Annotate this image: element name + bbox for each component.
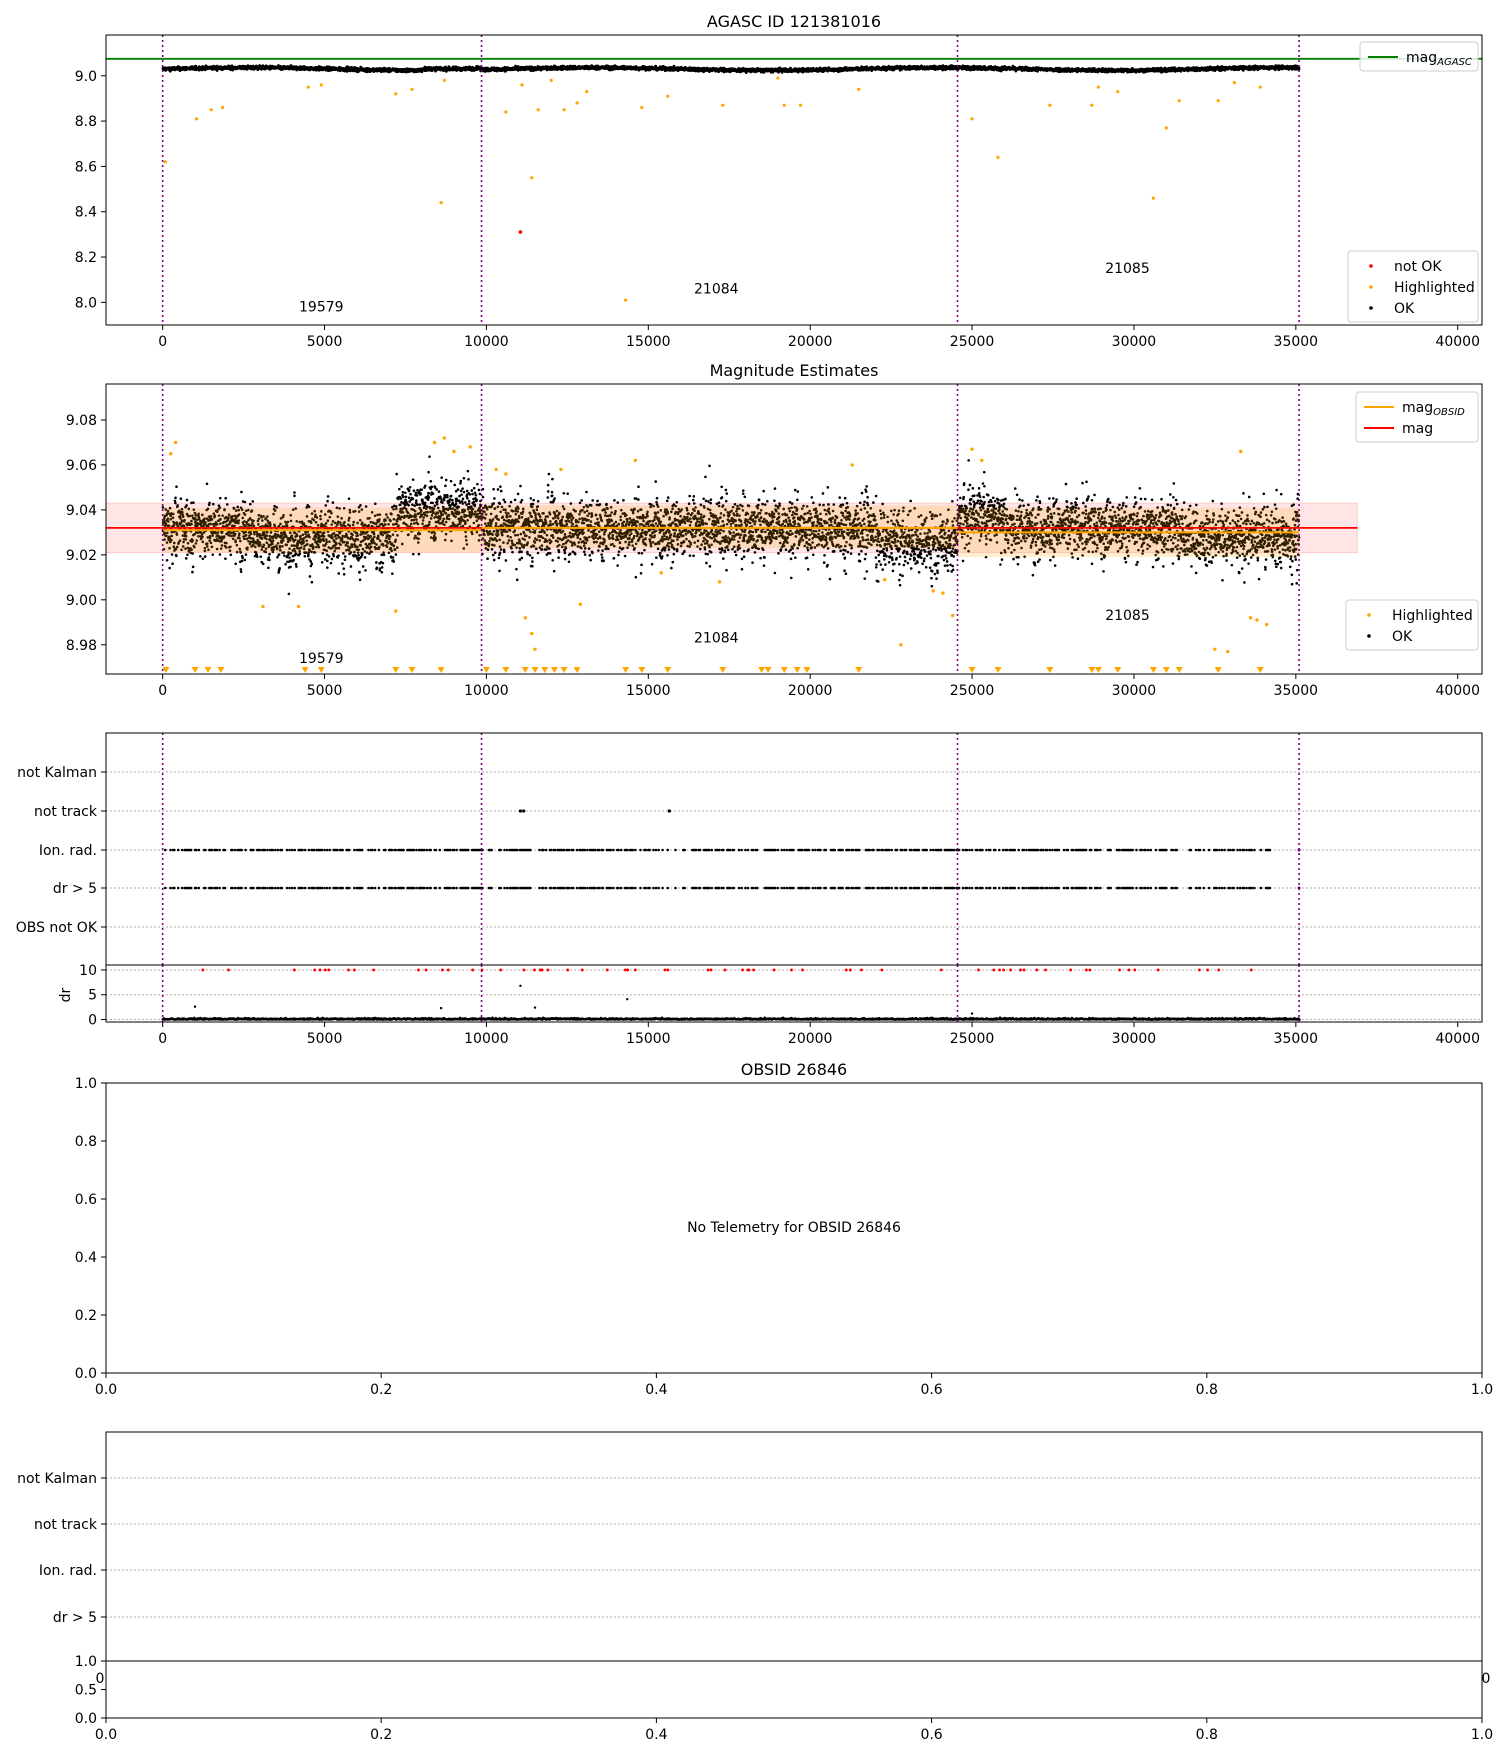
ok-point: [175, 554, 178, 558]
y-tick-label: 8.8: [75, 114, 97, 130]
ok-point: [173, 499, 177, 503]
legend-point-swatch: [1369, 285, 1373, 289]
legend-subscript: AGASC: [1436, 57, 1472, 68]
legend-entry: Highlighted: [1394, 280, 1475, 296]
axes-frame: [105, 34, 1483, 326]
highlighted-point: [1090, 103, 1094, 107]
highlighted-point: [410, 87, 414, 91]
highlighted-point: [319, 83, 323, 87]
panel-title: Magnitude Estimates: [710, 361, 879, 380]
x-tick-label: 5000: [307, 334, 343, 350]
y-tick-label: 8.2: [75, 250, 97, 266]
x-tick-label: 0: [158, 334, 167, 350]
legend-point-swatch: [1369, 306, 1373, 310]
legend-entry: OK: [1394, 301, 1415, 317]
highlighted-point: [520, 83, 524, 87]
ok-point: [170, 553, 174, 556]
highlighted-point: [209, 108, 213, 112]
plot-area: [106, 35, 1482, 325]
ok-point: [174, 496, 177, 500]
ok-point: [174, 501, 177, 505]
x-tick-label: 40000: [1435, 334, 1480, 350]
x-tick-label: 15000: [626, 334, 671, 350]
highlighted-point: [1177, 99, 1181, 103]
x-tick-label: 10000: [464, 334, 509, 350]
legend-point-swatch: [1369, 264, 1373, 268]
highlighted-point: [798, 103, 803, 107]
obsid-label: 21084: [694, 281, 739, 297]
highlighted-point: [442, 78, 446, 82]
y-tick-label: 9.0: [75, 69, 97, 85]
highlighted-point: [1048, 103, 1052, 107]
highlighted-point: [1232, 80, 1236, 85]
highlighted-point: [439, 201, 443, 205]
highlighted-point: [504, 110, 508, 114]
ok-point: [179, 497, 183, 501]
highlighted-point: [549, 78, 553, 82]
highlighted-point: [1151, 196, 1155, 200]
highlighted-point: [394, 92, 398, 96]
highlighted-point: [562, 108, 566, 112]
legend-entry: not OK: [1394, 259, 1442, 275]
highlighted-point: [721, 103, 725, 107]
x-tick-label: 25000: [950, 334, 995, 350]
legend-label: Highlighted: [1394, 280, 1475, 296]
obsid-label: 19579: [299, 299, 344, 315]
highlighted-point: [640, 105, 644, 110]
x-tick-label: 35000: [1274, 334, 1319, 350]
highlighted-point: [970, 117, 974, 121]
highlighted-point: [1116, 90, 1120, 94]
ok-point: [194, 64, 197, 68]
highlighted-point: [996, 155, 1000, 159]
y-tick-label: 8.4: [75, 205, 97, 221]
highlighted-point: [782, 103, 786, 107]
x-tick-label: 30000: [1112, 334, 1157, 350]
legend-label: OK: [1394, 301, 1415, 317]
ok-point: [165, 559, 169, 562]
ok-point: [171, 562, 174, 566]
highlighted-point: [530, 176, 534, 180]
ok-point: [168, 566, 171, 570]
highlighted-point: [666, 94, 670, 98]
highlighted-point: [776, 76, 780, 80]
highlighted-point: [1258, 85, 1262, 89]
y-tick-label: 8.6: [75, 159, 97, 175]
highlighted-point: [1096, 85, 1100, 89]
panel-agasc-magnitude: AGASC ID 121381016 19579 21084 21085 0 5000 10…: [75, 12, 1483, 350]
panel-title: AGASC ID 121381016: [707, 12, 881, 31]
highlighted-point: [624, 298, 628, 302]
highlighted-point: [1164, 126, 1168, 130]
highlighted-point: [1216, 99, 1220, 103]
highlighted-point: [163, 160, 167, 164]
highlighted-point: [306, 85, 310, 89]
highlighted-point: [585, 90, 589, 94]
highlighted-point: [195, 117, 199, 121]
y-tick-label: 8.0: [75, 295, 97, 311]
legend-label: mag: [1406, 50, 1437, 66]
ok-point: [176, 504, 179, 507]
x-tick-label: 20000: [788, 334, 833, 350]
highlighted-point: [220, 105, 225, 110]
legend-label: not OK: [1394, 259, 1442, 275]
ok-point: [1297, 67, 1301, 71]
highlighted-point: [857, 87, 861, 91]
obsid-label: 21085: [1105, 261, 1150, 277]
highlighted-point: [575, 101, 579, 105]
highlighted-point: [536, 108, 540, 112]
not-ok-point: [518, 230, 523, 234]
ok-point: [175, 485, 178, 488]
